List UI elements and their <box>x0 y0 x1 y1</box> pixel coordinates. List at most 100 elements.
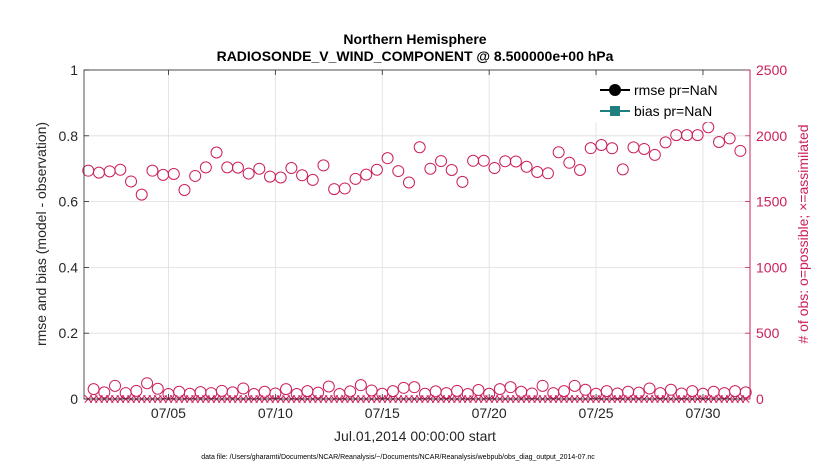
obs-possible-point <box>670 129 683 142</box>
obs-possible-point <box>413 141 426 154</box>
obs-possible-point <box>392 165 405 178</box>
obs-possible-point <box>242 167 255 180</box>
obs-possible-point <box>280 383 293 396</box>
obs-possible-point <box>365 384 378 397</box>
data-file-footer: data file: /Users/gharamti/Documents/NCA… <box>201 454 595 461</box>
obs-possible-point <box>157 168 170 181</box>
x-tick-label: 07/20 <box>472 405 507 421</box>
obs-possible-point <box>563 156 576 169</box>
obs-possible-point <box>354 379 367 392</box>
obs-possible-point <box>141 377 154 390</box>
plot-area <box>84 70 750 399</box>
obs-possible-point <box>643 382 656 395</box>
y-tick-label-left: 1 <box>70 62 78 78</box>
obs-possible-point <box>98 386 111 399</box>
legend: rmse pr=NaN bias pr=NaN <box>586 78 744 122</box>
y-axis-label-right: # of obs: o=possible; ×=assimilated <box>795 124 811 343</box>
obs-possible-point <box>221 161 234 174</box>
obs-possible-point <box>360 168 373 181</box>
obs-possible-point <box>114 163 127 176</box>
obs-possible-point <box>739 386 752 399</box>
x-tick-label: 07/30 <box>685 405 720 421</box>
y-tick-label-right: 2500 <box>756 62 787 78</box>
obs-possible-point <box>616 163 629 176</box>
obs-possible-point <box>317 159 330 172</box>
obs-possible-point <box>723 132 736 145</box>
obs-possible-point <box>322 380 335 393</box>
obs-possible-point <box>632 386 645 399</box>
obs-possible-point <box>253 162 266 175</box>
obs-possible-point <box>146 164 159 177</box>
obs-possible-point <box>92 166 105 179</box>
obs-possible-point <box>264 170 277 183</box>
obs-possible-point <box>659 136 672 149</box>
obs-possible-point <box>402 176 415 189</box>
y-tick-label-left: 0.4 <box>59 259 79 275</box>
obs-possible-point <box>435 155 448 168</box>
obs-possible-point <box>109 379 122 392</box>
obs-possible-point <box>579 383 592 396</box>
obs-possible-point <box>135 188 148 201</box>
obs-possible-point <box>691 129 704 142</box>
obs-possible-point <box>472 384 485 397</box>
obs-possible-point <box>445 164 458 177</box>
y-tick-label-right: 500 <box>756 325 780 341</box>
obs-possible-point <box>584 142 597 155</box>
obs-possible-point <box>456 175 469 188</box>
obs-possible-point <box>627 141 640 154</box>
obs-possible-point <box>606 142 619 155</box>
y-tick-label-left: 0 <box>70 391 78 407</box>
obs-possible-point <box>125 175 138 188</box>
obs-possible-point <box>664 383 677 396</box>
legend-bias-marker <box>610 106 620 116</box>
obs-possible-point <box>499 155 512 168</box>
obs-possible-point <box>189 169 202 182</box>
obs-possible-point <box>536 379 549 392</box>
obs-possible-point <box>306 173 319 186</box>
obs-possible-point <box>568 379 581 392</box>
axes: 07/05 07/10 07/15 07/20 07/25 07/30 0 0.2 0.4 0.6… <box>59 62 788 421</box>
y-tick-label-right: 1500 <box>756 194 787 210</box>
x-tick-label: 07/15 <box>365 405 400 421</box>
obs-possible-point <box>734 144 747 157</box>
obs-possible-point <box>648 148 661 161</box>
x-axis-label: Jul.01,2014 00:00:00 start <box>334 428 496 444</box>
obs-possible-point <box>712 135 725 148</box>
obs-possible-point <box>312 386 325 399</box>
chart-title: Northern Hemisphere <box>343 31 486 47</box>
obs-possible-point <box>199 161 212 174</box>
legend-rmse-marker <box>609 84 621 96</box>
y-tick-label-right: 0 <box>756 391 764 407</box>
x-tick-label: 07/05 <box>151 405 186 421</box>
obs-possible-point <box>285 162 298 175</box>
chart-subtitle: RADIOSONDE_V_WIND_COMPONENT @ 8.500000e+… <box>217 48 614 64</box>
obs-possible-point <box>328 183 341 196</box>
obs-possible-point <box>504 381 517 394</box>
legend-rmse-label: rmse pr=NaN <box>634 82 718 98</box>
obs-possible-point <box>370 163 383 176</box>
y-tick-label-left: 0.2 <box>59 325 79 341</box>
obs-possible-point <box>296 169 309 182</box>
obs-possible-point <box>488 162 501 175</box>
obs-possible-point <box>552 146 565 159</box>
x-tick-label: 07/10 <box>258 405 293 421</box>
y-tick-label-right: 1000 <box>756 259 787 275</box>
obs-possible-point <box>151 382 164 395</box>
obs-possible-point <box>477 154 490 167</box>
legend-bias-label: bias pr=NaN <box>634 103 712 119</box>
obs-possible-point <box>520 160 533 173</box>
obs-possible-point <box>541 167 554 180</box>
y-tick-label-left: 0.6 <box>59 194 79 210</box>
obs-possible-point <box>397 381 410 394</box>
y-tick-label-right: 2000 <box>756 128 787 144</box>
obs-possible-point <box>349 172 362 185</box>
obs-possible-point <box>178 184 191 197</box>
obs-possible-point <box>226 386 239 399</box>
obs-possible-point <box>381 152 394 165</box>
obs-possible-point <box>237 382 250 395</box>
x-tick-label: 07/25 <box>579 405 614 421</box>
y-axis-label-left: rmse and bias (model - observation) <box>33 122 49 346</box>
obs-possible-point <box>87 383 100 396</box>
